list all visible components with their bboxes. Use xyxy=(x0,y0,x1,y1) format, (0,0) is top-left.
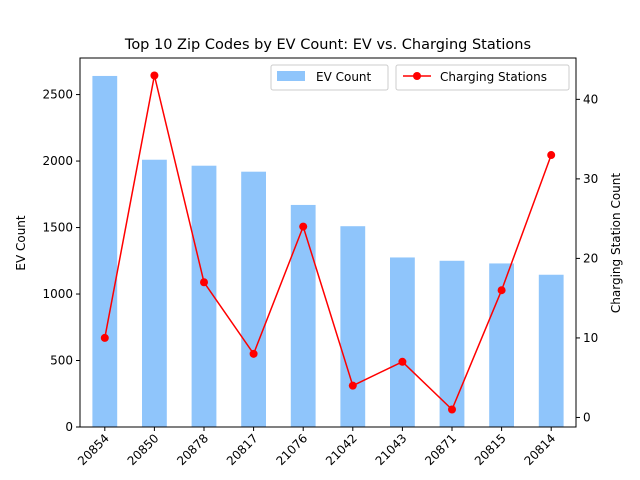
point-20850 xyxy=(150,71,159,80)
point-20854 xyxy=(100,333,109,342)
charging-stations-line xyxy=(104,75,552,411)
bar-21076 xyxy=(290,204,316,427)
legend-ev-count-label: EV Count xyxy=(316,70,372,84)
y-axis-label-left: EV Count xyxy=(14,215,28,271)
right-axis: 0 10 20 30 40 xyxy=(576,92,598,424)
y-axis-label-right: Charging Station Count xyxy=(609,173,623,313)
left-tick-label-0: 0 xyxy=(65,420,73,434)
left-tick-label-1500: 1500 xyxy=(42,221,73,235)
right-tick-label-10: 10 xyxy=(583,331,598,345)
bar-20850 xyxy=(142,159,167,428)
legend-charging-stations-marker xyxy=(413,72,421,80)
line-group xyxy=(100,71,556,414)
bar-20878 xyxy=(191,165,217,427)
left-tick-label-500: 500 xyxy=(50,354,73,368)
left-axis: 0 500 1000 1500 2000 2500 xyxy=(42,88,80,434)
point-20815 xyxy=(497,286,506,295)
bar-21043 xyxy=(390,257,415,427)
right-tick-label-40: 40 xyxy=(583,92,598,106)
legend-ev-count: EV Count xyxy=(270,64,389,91)
legend-ev-count-swatch xyxy=(277,71,305,81)
left-tick-label-1000: 1000 xyxy=(42,287,73,301)
bar-group xyxy=(92,75,564,428)
point-21042 xyxy=(348,381,357,390)
bar-20854 xyxy=(92,75,118,427)
point-20878 xyxy=(200,278,208,287)
point-20814 xyxy=(547,151,556,160)
point-21076 xyxy=(299,222,308,231)
left-tick-label-2500: 2500 xyxy=(42,88,73,102)
point-20817 xyxy=(249,349,258,358)
point-21043 xyxy=(398,357,407,366)
bar-20871 xyxy=(439,260,465,427)
bar-20814 xyxy=(538,274,564,427)
right-tick-label-20: 20 xyxy=(583,251,598,265)
point-20871 xyxy=(448,405,456,414)
legend-charging-stations-frame xyxy=(395,64,570,91)
bar-20817 xyxy=(241,171,266,427)
axes-frame xyxy=(79,57,577,428)
right-tick-label-30: 30 xyxy=(583,172,598,186)
legend-charging-stations: Charging Stations xyxy=(395,64,570,91)
bar-21042 xyxy=(340,226,366,427)
chart-title: Top 10 Zip Codes by EV Count: EV vs. Cha… xyxy=(124,37,531,53)
left-tick-label-2000: 2000 xyxy=(42,154,73,168)
right-tick-label-0: 0 xyxy=(583,410,591,424)
legend-charging-stations-label: Charging Stations xyxy=(440,70,547,84)
